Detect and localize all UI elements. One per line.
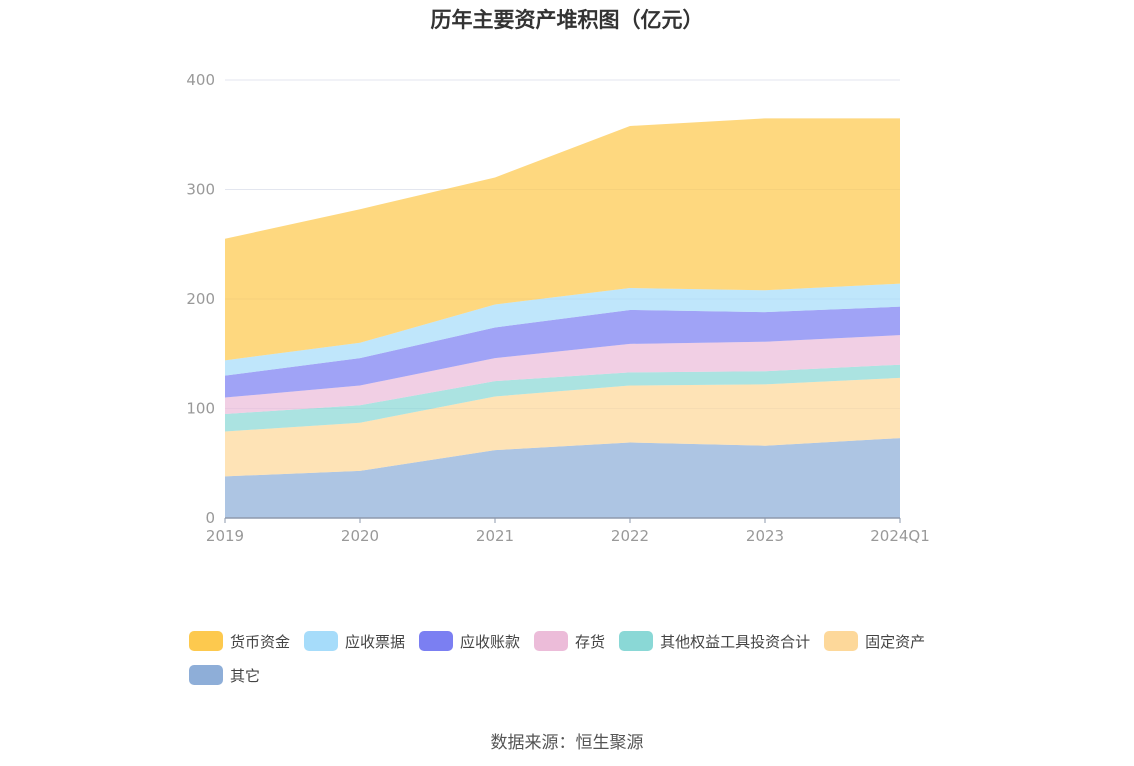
x-tick-label: 2022 bbox=[611, 527, 649, 545]
chart-legend: 货币资金 应收票据 应收账款 存货 其他权益工具投资合计 固定资产其它 bbox=[189, 630, 969, 686]
area-series bbox=[225, 335, 900, 414]
legend-label: 其他权益工具投资合计 bbox=[660, 632, 811, 651]
legend-label: 货币资金 bbox=[230, 632, 291, 651]
chart-title: 历年主要资产堆积图（亿元） bbox=[430, 8, 704, 32]
y-tick-label: 400 bbox=[186, 71, 215, 89]
legend-item[interactable]: 应收账款 bbox=[419, 630, 520, 652]
legend-label: 应收账款 bbox=[460, 632, 521, 651]
area-series bbox=[225, 377, 900, 477]
data-source-note: 数据来源：恒生聚源 bbox=[490, 733, 644, 753]
legend-label: 其它 bbox=[230, 666, 261, 685]
legend-swatch bbox=[189, 665, 223, 685]
legend-item[interactable]: 其他权益工具投资合计 bbox=[619, 630, 810, 652]
legend-item[interactable]: 存货 bbox=[534, 630, 605, 652]
x-tick-label: 2024Q1 bbox=[870, 527, 930, 545]
y-tick-label: 200 bbox=[186, 290, 215, 308]
area-series bbox=[225, 283, 900, 376]
area-series bbox=[225, 118, 900, 361]
legend-item[interactable]: 固定资产 bbox=[824, 630, 925, 652]
legend-swatch bbox=[534, 631, 569, 651]
area-series bbox=[225, 438, 900, 518]
area-series bbox=[225, 364, 900, 432]
legend-swatch bbox=[189, 631, 223, 651]
y-tick-label: 100 bbox=[186, 400, 215, 418]
legend-label: 应收票据 bbox=[345, 632, 406, 651]
legend-label: 固定资产 bbox=[865, 632, 926, 651]
legend-swatch bbox=[619, 631, 654, 651]
legend-swatch bbox=[824, 631, 859, 651]
legend-item[interactable]: 应收票据 bbox=[304, 630, 405, 652]
y-tick-label: 0 bbox=[205, 509, 215, 527]
legend-swatch bbox=[419, 631, 454, 651]
legend-label: 存货 bbox=[575, 632, 606, 651]
legend-item[interactable]: 其它 bbox=[189, 664, 260, 686]
legend-item[interactable]: 货币资金 bbox=[189, 630, 290, 652]
legend-swatch bbox=[304, 631, 339, 651]
x-tick-label: 2021 bbox=[476, 527, 514, 545]
y-tick-label: 300 bbox=[186, 181, 215, 199]
x-tick-label: 2019 bbox=[206, 527, 244, 545]
x-tick-label: 2020 bbox=[341, 527, 379, 545]
x-tick-label: 2023 bbox=[746, 527, 784, 545]
area-series bbox=[225, 306, 900, 398]
